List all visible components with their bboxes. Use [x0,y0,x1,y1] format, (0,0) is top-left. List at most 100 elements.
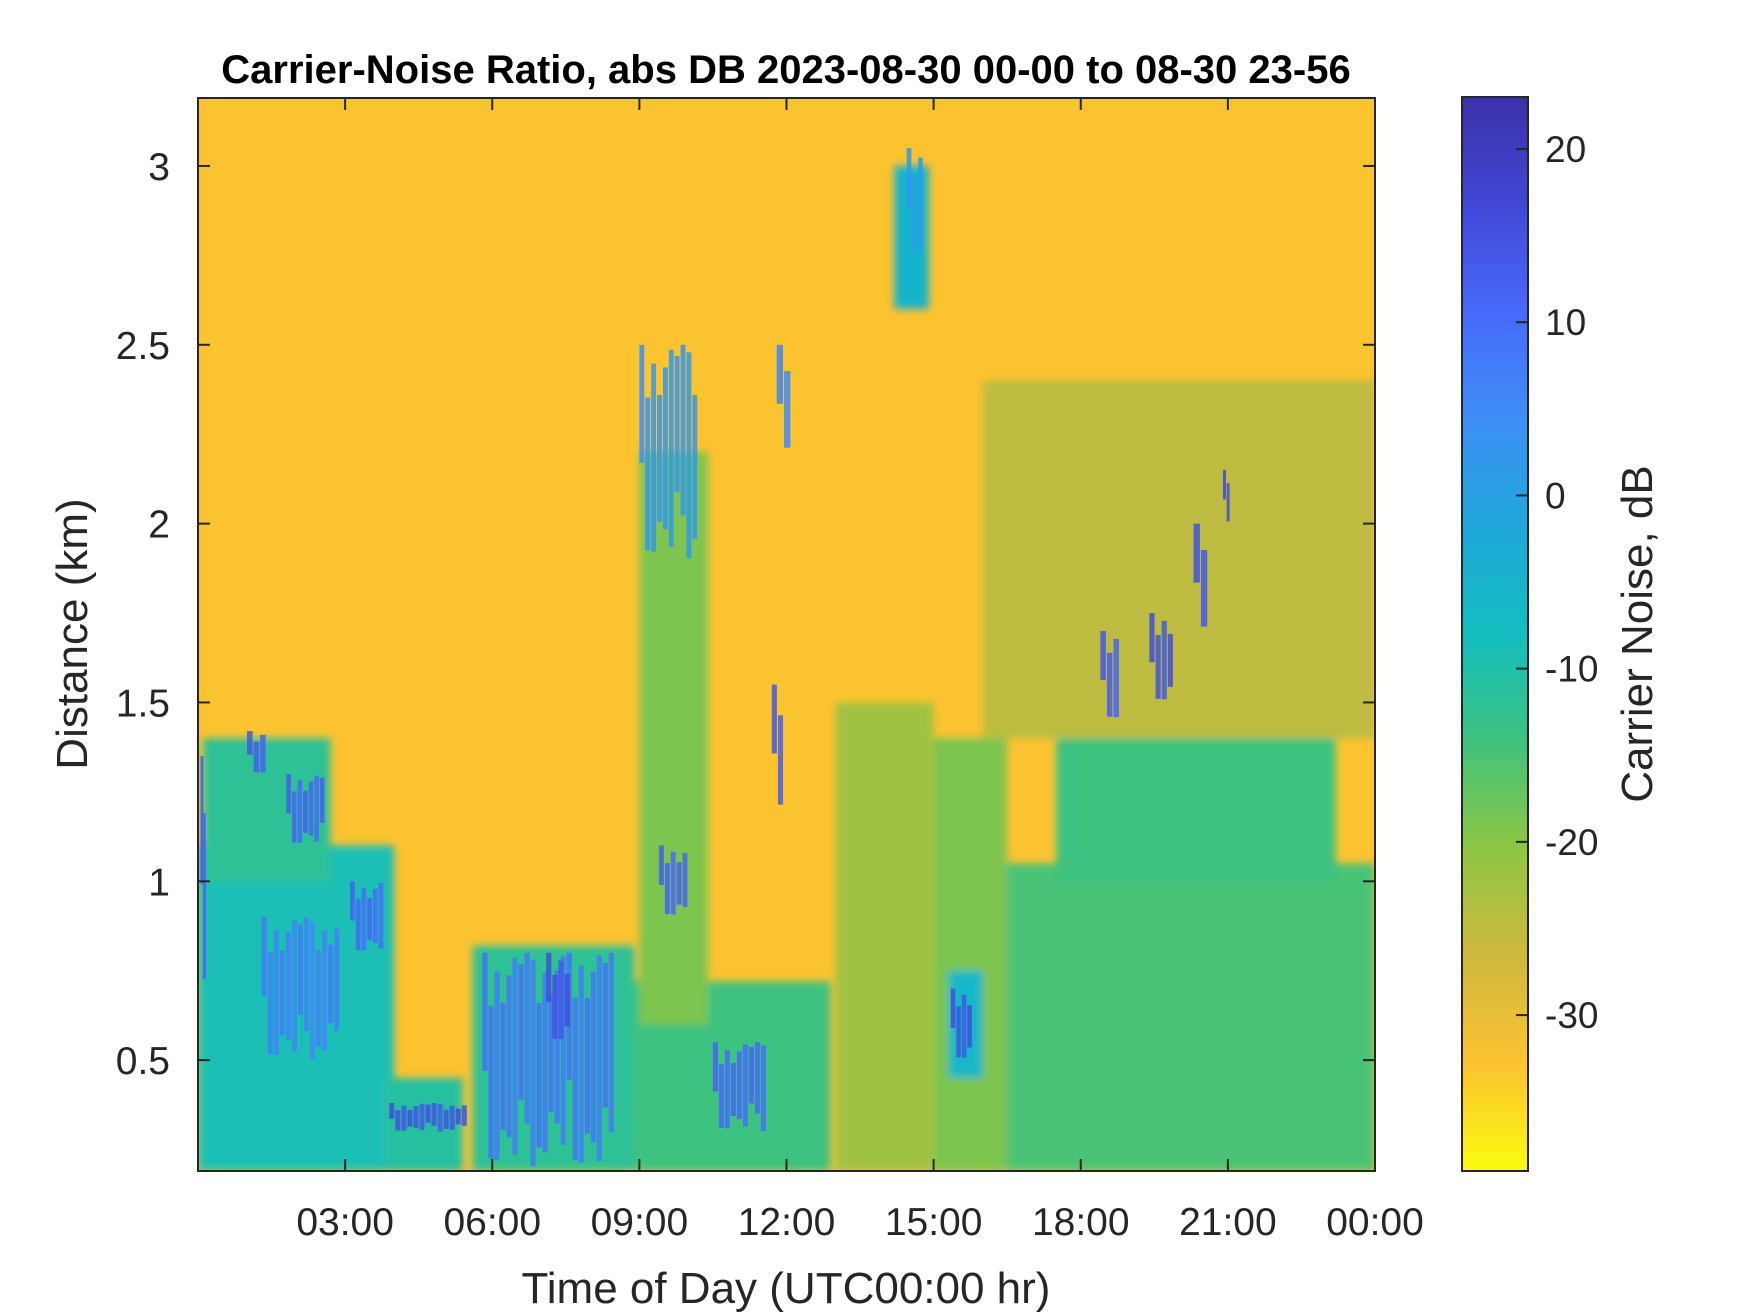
y-tick-label: 1 [148,861,170,904]
heatmap-streak [692,394,698,540]
heatmap-streak [906,148,912,208]
heatmap-streak [482,952,488,1071]
heatmap-streak [912,174,918,251]
heatmap-streak [560,956,566,1145]
heatmap-streak [730,1063,736,1116]
heatmap-streak [572,997,578,1160]
x-axis-label: Time of Day (UTC00:00 hr) [522,1264,1051,1313]
heatmap-streak [776,344,784,404]
heatmap-streak [361,887,367,951]
heatmap-streak [552,974,558,1039]
x-tick-label: 18:00 [1032,1201,1130,1244]
heatmap-streak [297,780,303,844]
heatmap-streak [518,964,524,1100]
heatmap-streak [260,734,266,773]
x-tick-label: 21:00 [1179,1201,1277,1244]
heatmap-streak [554,970,560,1124]
heatmap-cell [982,380,1375,739]
colorbar-tick-label: 10 [1545,302,1586,343]
heatmap-streak [596,955,602,1162]
heatmap-streak [664,863,670,915]
colorbar-ticks: 20 10 0 -10 -20 -30 [1516,129,1598,1036]
heatmap-cell [639,452,709,1025]
y-tick-label: 3 [148,146,170,189]
y-axis-ticks: 0.5 1 1.5 2 2.5 3 [116,146,1375,1083]
heatmap-streak [950,988,956,1028]
x-tick-label: 12:00 [738,1201,836,1244]
heatmap-streak [712,1042,718,1092]
heatmap-streak [247,731,253,755]
heatmap-streak [548,994,554,1113]
heatmap-streak [686,352,692,559]
heatmap-streak [1167,633,1173,687]
heatmap-streak [602,962,608,1108]
heatmap-streak [584,997,590,1134]
heatmap-streak [542,972,548,1153]
colorbar-gradient [1461,96,1529,1172]
heatmap-streak [372,888,378,943]
heatmap-streak [546,952,552,1003]
heatmap-streak [754,1042,760,1114]
heatmap-streak [608,952,614,1133]
heatmap-streak [355,898,361,950]
heatmap-streak [1161,620,1167,700]
heatmap-streak [291,920,297,1052]
heatmap-streak [680,344,686,516]
heatmap-streak [639,344,645,463]
heatmap-streak [590,971,596,1143]
heatmap-streak [310,922,316,1060]
heatmap-streak [431,1103,437,1126]
heatmap-streak [736,1051,742,1120]
heatmap-streak [1149,613,1155,663]
y-tick-label: 1.5 [116,682,170,725]
heatmap-streak [334,928,340,1031]
heatmap-streak [253,741,260,773]
heatmap-streak [261,917,267,996]
heatmap-streak [297,924,304,1015]
heatmap-streak [291,791,297,843]
colorbar-tick-label: -10 [1545,649,1598,690]
heatmap-streak [303,790,308,833]
heatmap-streak [760,1045,766,1132]
heatmap-streak [524,952,530,1124]
heatmap-streak [419,1103,425,1130]
heatmap-streak [748,1046,754,1104]
heatmap-streak [657,394,662,522]
x-axis-ticks: 03:00 06:00 09:00 12:00 15:00 18:00 21:00 00:00 [296,98,1424,1244]
heatmap-streak [506,975,512,1138]
heatmap-streak [500,1002,506,1130]
heatmap-streak [285,932,291,1041]
heatmap-streak [455,1108,461,1125]
x-tick-label: 09:00 [591,1201,689,1244]
heatmap-streak [956,1006,961,1058]
x-tick-label: 15:00 [885,1201,983,1244]
heatmap-streak [319,777,325,823]
heatmap-streak [350,881,355,921]
heatmap-streak [304,917,310,1031]
y-tick-label: 0.5 [116,1040,170,1083]
heatmap-streak [395,1110,401,1131]
heatmap-streak [407,1109,413,1127]
colorbar-tick-label: -20 [1545,822,1598,863]
heatmap-streak [267,952,273,1055]
heatmap-streak [425,1104,431,1123]
colorbar-label: Carrier Noise, dB [1613,465,1662,802]
heatmap-streak [202,813,206,980]
x-tick-label: 03:00 [296,1201,394,1244]
heatmap-streak [494,971,500,1160]
heatmap-streak [662,367,668,530]
heatmap-streak [443,1109,449,1129]
heatmap-streak [742,1044,748,1127]
heatmap-streak [558,960,564,1040]
heatmap-streak [784,371,791,448]
heatmap-streak [1113,638,1119,718]
heatmap-streak [449,1105,455,1130]
heatmap-streak [668,349,674,547]
heatmap-cell [933,738,1008,1171]
heatmap-streak [530,960,536,1167]
heatmap-streak [670,851,676,915]
y-tick-label: 2.5 [116,325,170,368]
x-tick-label: 00:00 [1326,1201,1424,1244]
plot-area [198,98,1375,1171]
heatmap-streak [314,775,319,842]
